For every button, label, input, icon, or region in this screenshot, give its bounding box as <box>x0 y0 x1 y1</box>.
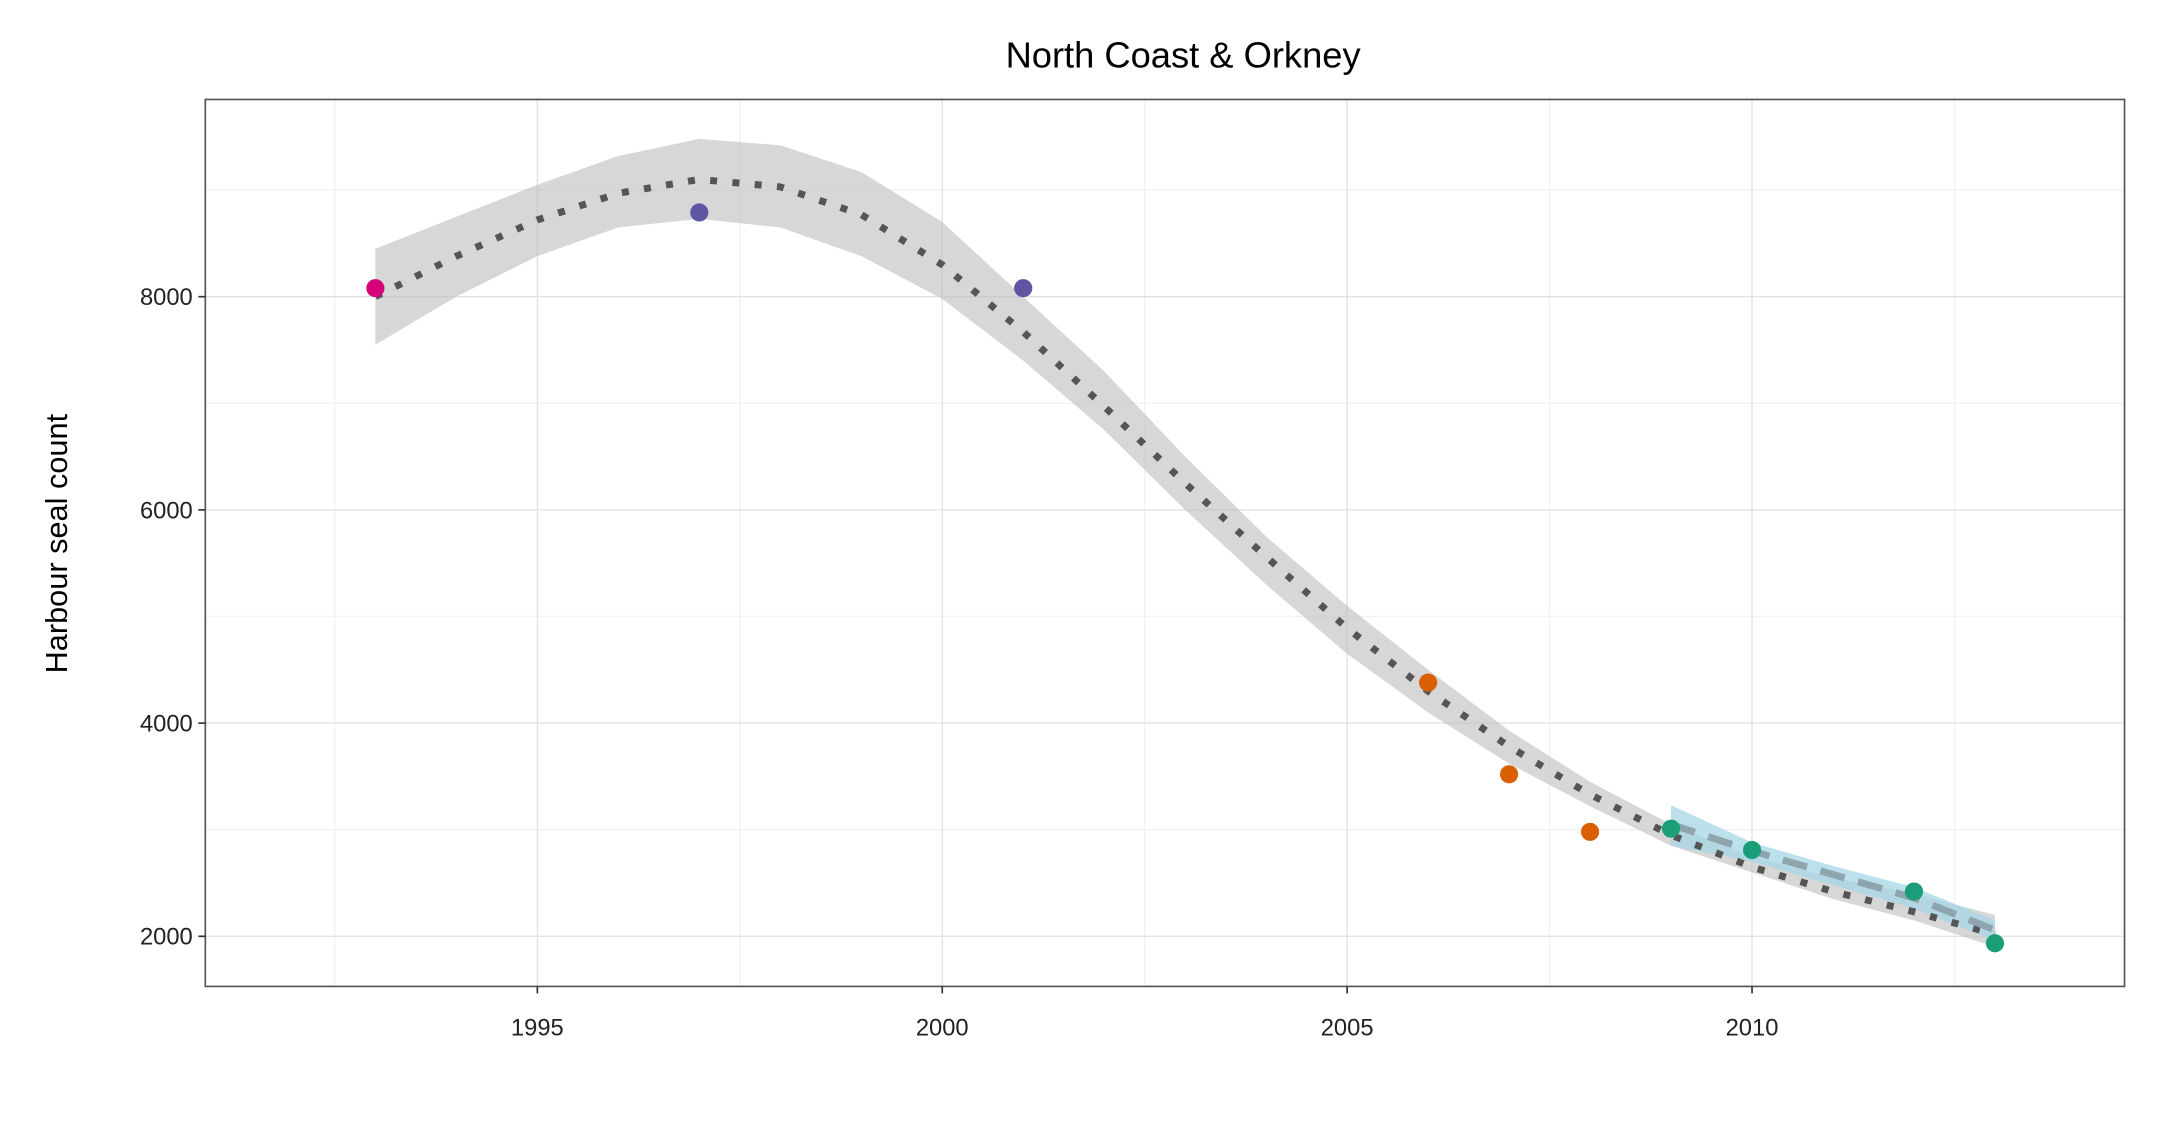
fit-lines <box>373 175 1997 938</box>
plot-panel-border <box>204 98 2126 988</box>
data-point <box>1419 673 1438 692</box>
x-tick-label: 2000 <box>916 1015 969 1041</box>
y-tick-label: 2000 <box>140 925 193 951</box>
x-axis: 1995 2000 2005 2010 <box>511 986 1778 1041</box>
y-tick-label: 6000 <box>140 498 193 524</box>
x-tick-label: 2005 <box>1321 1015 1374 1041</box>
x-tick-label: 2010 <box>1726 1015 1779 1041</box>
data-points <box>366 203 2005 953</box>
data-point <box>366 279 385 298</box>
y-tick-label: 8000 <box>140 285 193 311</box>
data-point <box>1500 765 1519 784</box>
data-point <box>1661 819 1681 838</box>
data-point <box>1985 934 2005 953</box>
chart-title: North Coast & Orkney <box>1006 34 1362 75</box>
y-tick-label: 4000 <box>140 711 193 737</box>
recent-trend-line <box>1669 821 1997 934</box>
data-point <box>690 203 709 222</box>
y-axis: 2000 4000 6000 8000 <box>140 285 206 951</box>
y-axis-label: Harbour seal count <box>39 413 74 673</box>
data-point <box>1904 882 1924 901</box>
data-point <box>1014 279 1033 298</box>
data-point <box>1580 822 1600 841</box>
full-trend-line <box>373 175 1996 938</box>
x-tick-label: 1995 <box>511 1015 564 1041</box>
data-point <box>1742 840 1762 860</box>
